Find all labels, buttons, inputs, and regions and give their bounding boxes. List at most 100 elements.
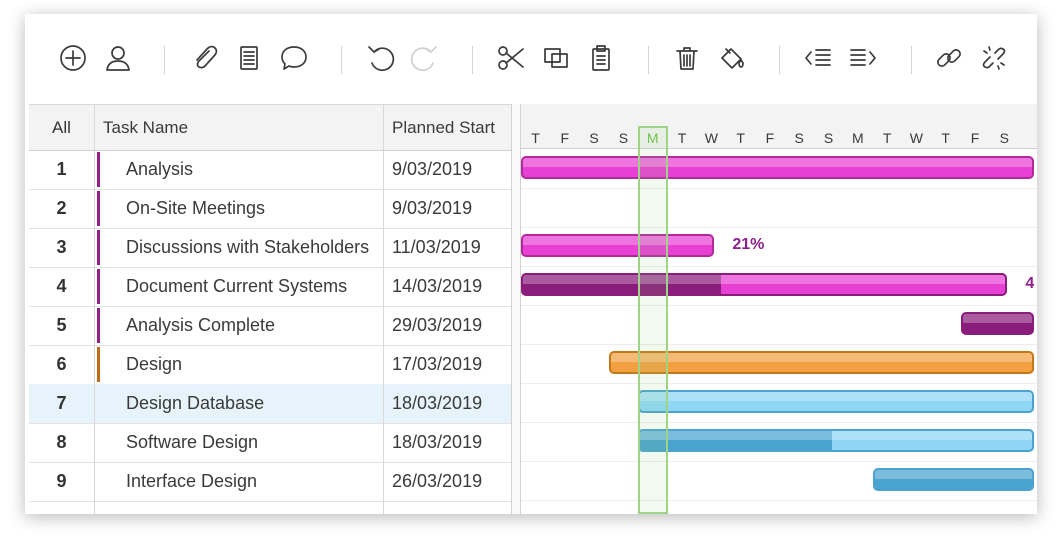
- paste-button[interactable]: [585, 42, 617, 74]
- gantt-row[interactable]: [521, 461, 1037, 501]
- redo-button[interactable]: [409, 42, 441, 74]
- task-bar[interactable]: [872, 468, 1034, 491]
- planned-start-cell[interactable]: 18/03/2019: [392, 432, 483, 452]
- header-planned-start[interactable]: Planned Start: [392, 117, 496, 137]
- outdent-icon: [805, 49, 831, 66]
- table-row[interactable]: 7 Design Database 18/03/2019: [29, 384, 511, 424]
- day-label: T: [736, 130, 745, 146]
- day-label: W: [909, 130, 923, 146]
- indent-button[interactable]: [847, 42, 879, 74]
- task-name-cell[interactable]: Interface Design: [95, 462, 384, 501]
- toolbar-separator: [472, 46, 473, 74]
- task-name-cell[interactable]: Discussions with Stakeholders: [95, 228, 384, 267]
- header-all[interactable]: All: [29, 105, 95, 150]
- row-number[interactable]: 6: [29, 345, 95, 384]
- delete-button[interactable]: [671, 42, 703, 74]
- planned-start-cell[interactable]: 11/03/2019: [392, 237, 481, 257]
- fill-color-button[interactable]: [716, 42, 748, 74]
- task-bar[interactable]: [638, 390, 1034, 413]
- row-number[interactable]: 7: [29, 384, 95, 423]
- grid-header: All Task Name Planned Start: [29, 105, 511, 151]
- task-name-cell[interactable]: [95, 501, 384, 514]
- task-bar[interactable]: [521, 273, 1008, 296]
- gantt-row[interactable]: [521, 500, 1037, 514]
- gantt-row[interactable]: [521, 305, 1037, 345]
- table-row[interactable]: 9 Interface Design 26/03/2019: [29, 462, 511, 502]
- task-bar[interactable]: [521, 156, 1034, 179]
- task-name-cell[interactable]: Analysis: [95, 150, 384, 189]
- comment-icon: [281, 46, 307, 70]
- bar-highlight: [610, 353, 1032, 362]
- task-progress: [874, 470, 1032, 489]
- table-row[interactable]: 3 Discussions with Stakeholders 11/03/2019: [29, 228, 511, 268]
- row-number[interactable]: 8: [29, 423, 95, 462]
- task-name-cell[interactable]: Document Current Systems: [95, 267, 384, 306]
- day-label: F: [970, 130, 980, 146]
- attach-button[interactable]: [188, 42, 220, 74]
- planned-start-cell[interactable]: 26/03/2019: [392, 471, 483, 491]
- gantt-row[interactable]: [521, 188, 1037, 228]
- task-bar[interactable]: [638, 429, 1034, 452]
- row-number[interactable]: 2: [29, 189, 95, 228]
- planned-start-cell[interactable]: [384, 501, 511, 514]
- cut-icon: [498, 46, 524, 70]
- gantt-row[interactable]: [521, 266, 1037, 306]
- task-name-cell[interactable]: Software Design: [95, 423, 384, 462]
- row-number[interactable]: 9: [29, 462, 95, 501]
- task-bar[interactable]: [608, 351, 1034, 374]
- row-number[interactable]: [29, 501, 95, 514]
- day-label: S: [618, 130, 629, 146]
- gantt-row[interactable]: [521, 227, 1037, 267]
- gantt-row[interactable]: [521, 149, 1037, 189]
- task-name-cell[interactable]: Analysis Complete: [95, 306, 384, 345]
- row-number[interactable]: 4: [29, 267, 95, 306]
- task-color-indicator: [97, 308, 100, 343]
- cut-button[interactable]: [495, 42, 527, 74]
- attach-icon: [196, 45, 218, 69]
- day-label: T: [941, 130, 950, 146]
- task-bar[interactable]: [960, 312, 1034, 335]
- row-number[interactable]: 3: [29, 228, 95, 267]
- table-row[interactable]: 1 Analysis 9/03/2019: [29, 150, 511, 190]
- gantt-row[interactable]: [521, 344, 1037, 384]
- table-row[interactable]: 8 Software Design 18/03/2019: [29, 423, 511, 463]
- task-name-cell[interactable]: Design Database: [95, 384, 384, 423]
- table-row[interactable]: 6 Design 17/03/2019: [29, 345, 511, 385]
- header-task-name[interactable]: Task Name: [95, 105, 384, 150]
- toolbar: [25, 14, 1037, 104]
- planned-start-cell[interactable]: 9/03/2019: [392, 159, 473, 179]
- table-row[interactable]: 2 On-Site Meetings 9/03/2019: [29, 189, 511, 229]
- planned-start-cell[interactable]: 29/03/2019: [392, 315, 483, 335]
- add-button[interactable]: [57, 42, 89, 74]
- gantt-row[interactable]: [521, 383, 1037, 423]
- notes-button[interactable]: [233, 42, 265, 74]
- undo-button[interactable]: [364, 42, 396, 74]
- row-number[interactable]: 5: [29, 306, 95, 345]
- planned-start-cell[interactable]: 9/03/2019: [392, 198, 473, 218]
- user-button[interactable]: [102, 42, 134, 74]
- empty-row[interactable]: [29, 501, 511, 514]
- day-label: S: [823, 130, 834, 146]
- task-bar[interactable]: [521, 234, 715, 257]
- task-progress: [640, 431, 833, 450]
- copy-button[interactable]: [540, 42, 572, 74]
- indent-icon: [850, 49, 876, 66]
- planned-start-cell[interactable]: 18/03/2019: [392, 393, 483, 413]
- day-label: M: [646, 130, 659, 146]
- task-progress: [962, 314, 1032, 333]
- planned-start-cell[interactable]: 17/03/2019: [392, 354, 483, 374]
- planned-start-cell[interactable]: 14/03/2019: [392, 276, 483, 296]
- row-number[interactable]: 1: [29, 150, 95, 189]
- gantt-row[interactable]: [521, 422, 1037, 462]
- user-icon: [106, 46, 130, 71]
- link-button[interactable]: [933, 42, 965, 74]
- comment-button[interactable]: [278, 42, 310, 74]
- unlink-button[interactable]: [978, 42, 1010, 74]
- unlink-icon: [982, 46, 1006, 70]
- task-name-cell[interactable]: Design: [95, 345, 384, 384]
- table-row[interactable]: 4 Document Current Systems 14/03/2019: [29, 267, 511, 307]
- table-row[interactable]: 5 Analysis Complete 29/03/2019: [29, 306, 511, 346]
- task-name-cell[interactable]: On-Site Meetings: [95, 189, 384, 228]
- pane-splitter[interactable]: [511, 104, 521, 514]
- outdent-button[interactable]: [802, 42, 834, 74]
